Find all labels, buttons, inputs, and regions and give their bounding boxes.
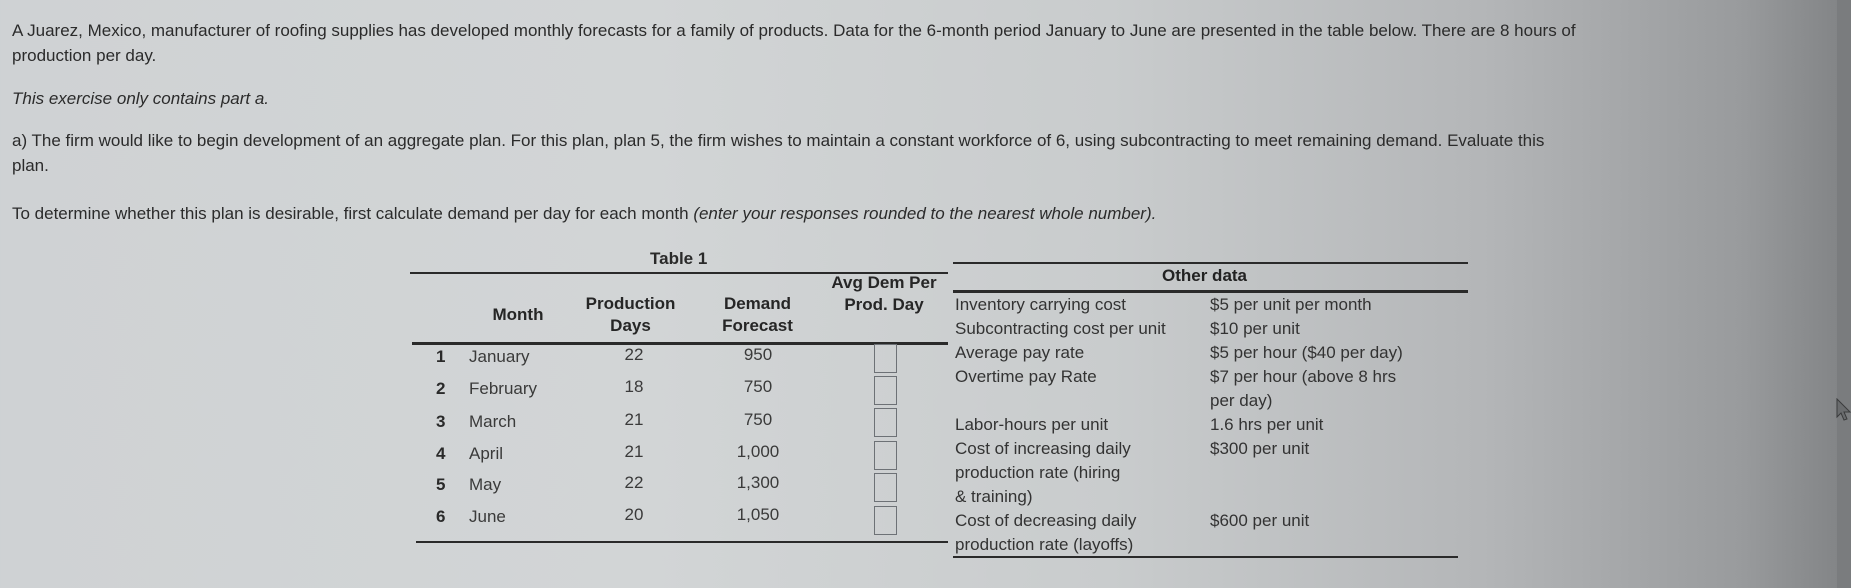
other-data-label: Average pay rate [955,343,1085,362]
avg-demand-input-january[interactable] [874,344,897,373]
days-cell: 22 [624,473,644,492]
header-avg-demand-per-day: Avg Dem Per Prod. Day [831,273,937,314]
demand-cell: 950 [743,345,773,364]
other-data-label: Cost of decreasing daily [955,511,1137,530]
days-cell: 21 [624,442,644,461]
other-data-value: $300 per unit [1210,439,1310,458]
other-data-top-rule [953,262,1468,264]
other-data-title: Other data [1162,266,1248,285]
month-cell: February [469,379,538,398]
other-data-label: Labor-hours per unit [955,415,1109,434]
instruction: To determine whether this plan is desira… [12,201,1156,226]
month-cell: April [469,444,504,463]
avg-demand-input-june[interactable] [874,506,897,535]
exercise-note: This exercise only contains part a. [12,89,270,108]
demand-cell: 1,300 [736,473,780,492]
mouse-pointer-icon [1836,398,1851,421]
other-data-label: Cost of increasing daily [955,439,1131,458]
table-1-top-rule [410,272,948,274]
other-data-label: Subcontracting cost per unit [955,319,1166,338]
days-cell: 18 [624,377,644,396]
table-1-header-rule [412,342,948,345]
other-data-label: Overtime pay Rate [955,367,1097,386]
other-data-label-cont: & training) [955,487,1033,506]
other-data-value: 1.6 hrs per unit [1210,415,1324,434]
demand-cell: 750 [743,410,773,429]
month-cell: January [469,347,530,366]
other-data-value: $5 per hour ($40 per day) [1210,343,1403,362]
demand-cell: 750 [743,377,773,396]
part-a-line-2: plan. [12,156,49,175]
other-data-value: $5 per unit per month [1210,295,1372,314]
month-cell: May [469,475,502,494]
days-cell: 21 [624,410,644,429]
other-data-value: $600 per unit [1210,511,1310,530]
other-data-value: $7 per hour (above 8 hrs [1210,367,1397,386]
month-cell: March [469,412,517,431]
avg-demand-input-may[interactable] [874,473,897,502]
intro-line-1: A Juarez, Mexico, manufacturer of roofin… [12,21,1576,40]
instruction-text: To determine whether this plan is desira… [12,204,694,223]
avg-demand-input-february[interactable] [874,376,897,405]
header-month: Month [492,305,544,324]
demand-cell: 1,050 [736,505,780,524]
avg-demand-input-march[interactable] [874,408,897,437]
other-data-header-rule [953,290,1468,293]
month-cell: June [469,507,506,526]
other-data-label-cont: production rate (hiring [955,463,1121,482]
days-cell: 22 [624,345,644,364]
intro-line-2: production per day. [12,46,157,65]
days-cell: 20 [624,505,644,524]
header-demand-forecast: Demand Forecast [722,294,793,335]
other-data-value-cont: per day) [1210,391,1273,410]
table-1-bottom-rule [416,541,948,543]
other-data-value: $10 per unit [1210,319,1300,338]
table-1-title: Table 1 [650,249,708,268]
other-data-bottom-rule [953,556,1458,558]
instruction-rounding-note: (enter your responses rounded to the nea… [693,204,1157,223]
screen-edge [1837,0,1851,588]
avg-demand-input-april[interactable] [874,441,897,470]
part-a-line-1: a) The firm would like to begin developm… [12,131,1545,150]
other-data-label-cont: production rate (layoffs) [955,535,1134,554]
header-production-days: Production Days [585,294,676,335]
demand-cell: 1,000 [736,442,780,461]
other-data-label: Inventory carrying cost [955,295,1127,314]
